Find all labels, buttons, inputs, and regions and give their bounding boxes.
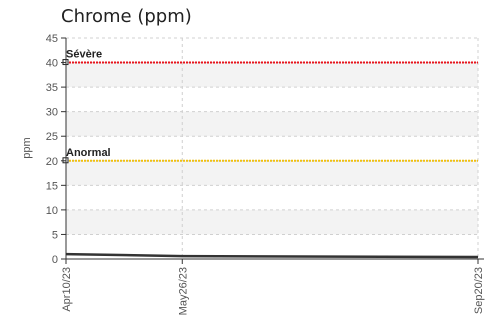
grid-band xyxy=(66,160,478,186)
x-tick-label: May26/23 xyxy=(177,267,189,315)
threshold-label: Sévère xyxy=(66,49,102,61)
y-tick-label: 15 xyxy=(46,180,58,192)
y-tick-label: 0 xyxy=(52,254,58,266)
grid-band xyxy=(66,111,478,137)
chart-title: Chrome (ppm) xyxy=(61,6,192,27)
x-tick-label: Apr10/23 xyxy=(61,267,73,312)
y-tick-label: 5 xyxy=(52,229,58,241)
y-tick-label: 40 xyxy=(46,58,58,70)
y-tick-label: 45 xyxy=(46,33,58,45)
y-tick-label: 10 xyxy=(46,205,58,217)
y-tick-label: 20 xyxy=(46,156,58,168)
y-axis-label: ppm xyxy=(21,137,33,158)
threshold-label: Anormal xyxy=(66,147,111,159)
grid-band xyxy=(66,62,478,88)
y-tick-label: 30 xyxy=(46,107,58,119)
x-tick-label: Sep20/23 xyxy=(473,267,485,314)
y-tick-label: 25 xyxy=(46,131,58,143)
y-tick-label: 35 xyxy=(46,82,58,94)
series-line xyxy=(65,252,479,259)
grid-band xyxy=(66,209,478,235)
